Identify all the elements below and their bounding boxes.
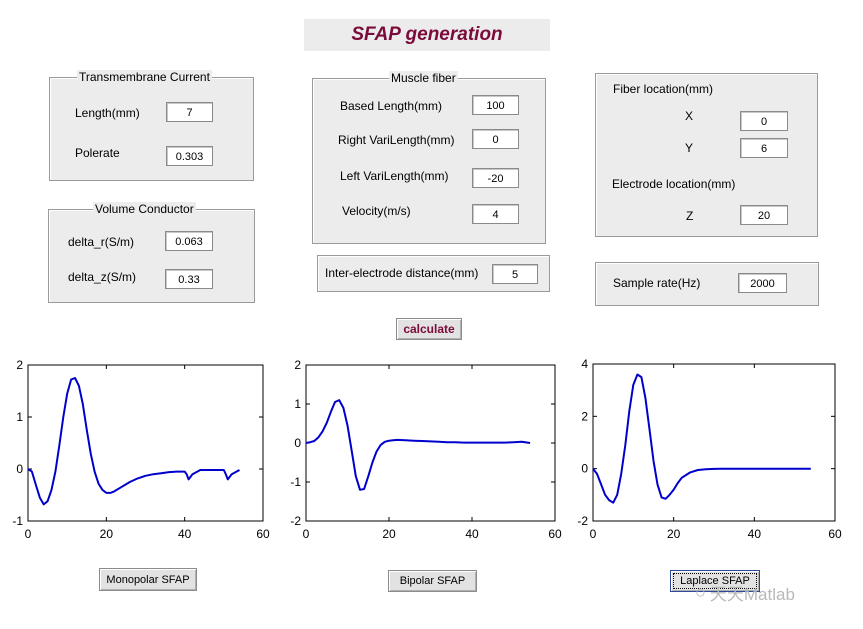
x-tick-label: 40 xyxy=(465,527,479,541)
watermark-text: 天天Matlab xyxy=(709,585,795,604)
delta-r-input[interactable]: 0.063 xyxy=(165,231,213,251)
y-input[interactable]: 6 xyxy=(740,138,788,158)
muscle-fiber-title: Muscle fiber xyxy=(389,71,458,85)
x-tick-label: 0 xyxy=(590,527,597,541)
y-tick-label: 2 xyxy=(294,358,301,372)
x-tick-label: 60 xyxy=(548,527,562,541)
x-tick-label: 40 xyxy=(178,527,192,541)
y-label: Y xyxy=(685,141,694,155)
velocity-label: Velocity(m/s) xyxy=(342,204,411,218)
delta-z-label: delta_z(S/m) xyxy=(68,270,137,284)
sfap-series-line xyxy=(305,399,531,491)
right-varilength-input[interactable]: 0 xyxy=(472,129,519,149)
calculate-button[interactable]: calculate xyxy=(396,318,462,340)
polerate-input[interactable]: 0.303 xyxy=(166,146,213,166)
y-tick-label: 4 xyxy=(581,357,588,371)
z-label: Z xyxy=(686,209,694,223)
delta-r-label: delta_r(S/m) xyxy=(68,235,135,249)
y-tick-label: 2 xyxy=(16,358,23,372)
left-varilength-label: Left VariLength(mm) xyxy=(340,169,449,183)
y-tick-label: -2 xyxy=(290,514,301,528)
length-input[interactable]: 7 xyxy=(166,102,213,122)
sample-rate-panel: Sample rate(Hz) 2000 xyxy=(595,262,819,306)
x-tick-label: 20 xyxy=(382,527,396,541)
z-input[interactable]: 20 xyxy=(740,205,788,225)
inter-electrode-panel: Inter-electrode distance(mm) 5 xyxy=(317,255,550,292)
y-tick-label: 0 xyxy=(294,436,301,450)
y-tick-label: 1 xyxy=(16,410,23,424)
chat-bubble-icon: ○ xyxy=(695,582,706,602)
x-tick-label: 60 xyxy=(828,527,842,541)
y-tick-label: 1 xyxy=(294,397,301,411)
volume-panel: Volume Conductor delta_r(S/m) 0.063 delt… xyxy=(48,202,255,303)
inter-electrode-input[interactable]: 5 xyxy=(492,264,538,284)
polerate-label: Polerate xyxy=(75,146,120,160)
x-tick-label: 60 xyxy=(256,527,270,541)
page-title: SFAP generation xyxy=(304,19,550,51)
fiber-location-label: Fiber location(mm) xyxy=(613,82,714,96)
sfap-series-line xyxy=(592,373,811,504)
right-varilength-label: Right VariLength(mm) xyxy=(338,133,455,147)
left-varilength-input[interactable]: -20 xyxy=(472,168,519,188)
y-tick-label: -2 xyxy=(577,514,588,528)
x-tick-label: 20 xyxy=(667,527,681,541)
monopolar-sfap-button[interactable]: Monopolar SFAP xyxy=(99,568,197,591)
y-tick-label: 0 xyxy=(16,462,23,476)
electrode-location-label: Electrode location(mm) xyxy=(612,177,736,191)
x-tick-label: 0 xyxy=(25,527,32,541)
bipolar-chart: 0 20 40 60 -2 -1 0 1 2 xyxy=(290,358,562,541)
plot-area xyxy=(592,363,836,522)
based-length-input[interactable]: 100 xyxy=(472,95,519,115)
length-label: Length(mm) xyxy=(75,106,140,120)
bipolar-sfap-button[interactable]: Bipolar SFAP xyxy=(388,570,477,592)
sample-rate-input[interactable]: 2000 xyxy=(738,273,787,293)
based-length-label: Based Length(mm) xyxy=(340,99,443,113)
delta-z-input[interactable]: 0.33 xyxy=(165,269,213,289)
y-tick-label: 0 xyxy=(581,462,588,476)
watermark: ○ 天天Matlab xyxy=(695,580,795,605)
y-tick-label: -1 xyxy=(12,514,23,528)
x-input[interactable]: 0 xyxy=(740,111,788,131)
plot-area xyxy=(27,364,264,522)
volume-title: Volume Conductor xyxy=(93,202,196,216)
y-tick-label: 2 xyxy=(581,409,588,423)
laplace-sfap-button[interactable]: Laplace SFAP xyxy=(670,570,760,592)
sfap-series-line xyxy=(27,377,240,506)
velocity-input[interactable]: 4 xyxy=(472,204,519,224)
x-label: X xyxy=(685,109,694,123)
y-tick-label: -1 xyxy=(290,475,301,489)
sample-rate-label: Sample rate(Hz) xyxy=(613,276,701,290)
x-tick-label: 40 xyxy=(748,527,762,541)
muscle-fiber-panel: Muscle fiber Based Length(mm) 100 Right … xyxy=(312,71,546,244)
transmembrane-title: Transmembrane Current xyxy=(77,70,212,84)
location-panel: Fiber location(mm) X 0 Y 6 Electrode loc… xyxy=(595,73,818,237)
x-tick-label: 0 xyxy=(303,527,310,541)
inter-electrode-label: Inter-electrode distance(mm) xyxy=(325,266,479,280)
x-tick-label: 20 xyxy=(100,527,114,541)
transmembrane-panel: Transmembrane Current Length(mm) 7 Poler… xyxy=(49,70,254,181)
